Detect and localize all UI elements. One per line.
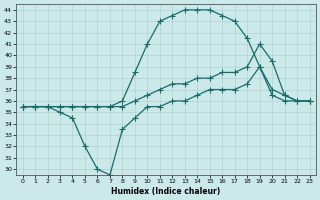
X-axis label: Humidex (Indice chaleur): Humidex (Indice chaleur) [111, 187, 221, 196]
